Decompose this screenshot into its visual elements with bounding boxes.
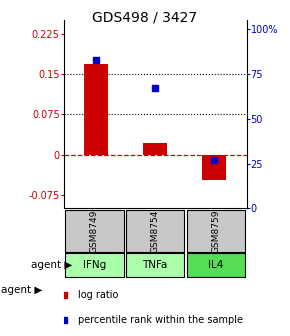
Text: GDS498 / 3427: GDS498 / 3427 (93, 10, 197, 24)
Text: percentile rank within the sample: percentile rank within the sample (78, 315, 243, 325)
Bar (126, 253, 184, 278)
Text: agent ▶: agent ▶ (1, 285, 43, 295)
Text: GSM8749: GSM8749 (90, 209, 99, 253)
Bar (143, 143, 167, 155)
Bar (187, 253, 245, 278)
Text: agent ▶: agent ▶ (31, 260, 73, 270)
Bar (187, 210, 245, 252)
Text: GSM8754: GSM8754 (151, 209, 160, 253)
Text: GSM8759: GSM8759 (211, 209, 221, 253)
Text: IL4: IL4 (208, 260, 224, 270)
Text: TNFa: TNFa (142, 260, 168, 270)
Bar (65, 253, 124, 278)
Bar (126, 210, 184, 252)
Text: log ratio: log ratio (78, 290, 119, 300)
Bar (65, 210, 124, 252)
Text: IFNg: IFNg (83, 260, 106, 270)
Bar (84, 64, 108, 155)
Bar (202, 155, 226, 180)
